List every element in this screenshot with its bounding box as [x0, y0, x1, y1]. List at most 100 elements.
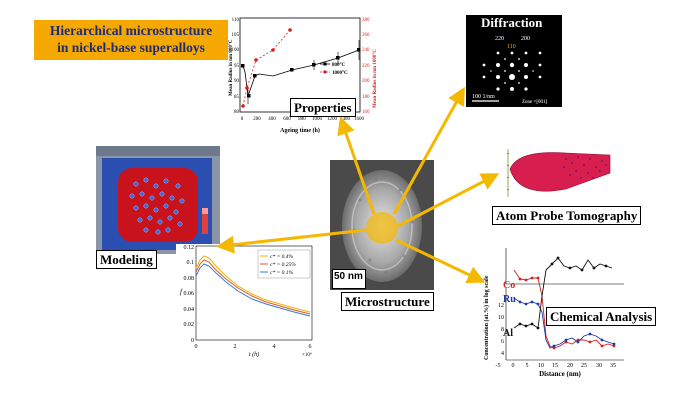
microstructure-scalebar-label: 50 nm: [334, 271, 363, 282]
svg-text:80: 80: [234, 110, 240, 115]
chemical-label: Chemical Analysis: [546, 307, 657, 326]
svg-text:180: 180: [362, 95, 370, 100]
svg-text:100: 100: [232, 48, 240, 53]
chemical-xlabel: Distance (nm): [539, 370, 581, 378]
svg-text:160: 160: [362, 110, 370, 115]
svg-text:1200: 1200: [327, 117, 338, 122]
properties-xlabel: Ageing time (h): [280, 127, 320, 134]
svg-text:0.12: 0.12: [184, 245, 195, 251]
svg-text:240: 240: [362, 48, 370, 53]
chemical-ylabel: Concentration (at.%) in log scale: [483, 275, 490, 360]
properties-y-left-ticks: 80 85 90 95 100 105 110: [232, 18, 240, 115]
title-line-2: in nickel-base superalloys: [57, 40, 205, 55]
svg-text:0: 0: [191, 338, 194, 344]
apt-label: Atom Probe Tomography: [492, 206, 642, 225]
properties-ylabel-left: Mean Radius in nm 800°C: [229, 39, 234, 96]
svg-text:6: 6: [501, 339, 504, 345]
modeling-legend-0.25: c* = 0.25%: [270, 262, 296, 268]
chemical-label-co: Co: [503, 280, 515, 291]
title-banner: [34, 20, 228, 60]
chemical-y-ticks: 12 10 8 6 4: [498, 303, 504, 357]
series-800C-errorbars: [247, 40, 360, 104]
diffraction-index-200: 200: [521, 36, 530, 42]
apt-panel: [506, 145, 612, 203]
properties-x-ticks: 0 200 400 600 800 1000 1200 1400 1600: [241, 117, 365, 122]
diffraction-scalebar-label: 100 1/nm: [472, 94, 495, 100]
microstructure-scalebar: [332, 269, 366, 289]
modeling-y-ticks: 0.12 0.1 0.08 0.06 0.04 0.02 0: [184, 245, 195, 344]
svg-text:0.02: 0.02: [184, 322, 195, 328]
modeling-simulation-image: [96, 146, 220, 250]
modeling-legend-0.4: c* = 0.4%: [270, 253, 294, 260]
svg-text:220: 220: [362, 64, 370, 69]
legend-1000C: 1000°C: [332, 71, 348, 76]
modeling-chart-panel: 0.12 0.1 0.08 0.06 0.04 0.02 0 0 2 4 6 t (h) ×10…: [176, 244, 316, 360]
svg-text:1600: 1600: [354, 117, 365, 122]
diffraction-index-110: 110: [507, 44, 516, 50]
svg-text:105: 105: [232, 33, 240, 38]
svg-text:110: 110: [232, 18, 240, 23]
modeling-legend-0.1: c* = 0.1%: [270, 270, 294, 276]
chemical-x-ticks: -5 0 5 10 15 20 25 30 35: [496, 363, 617, 369]
svg-text:400: 400: [268, 117, 276, 122]
svg-text:15: 15: [552, 363, 558, 369]
svg-text:200: 200: [253, 117, 261, 122]
properties-legend: 800°C 1000°C: [320, 62, 348, 76]
modeling-chart: 0.12 0.1 0.08 0.06 0.04 0.02 0 0 2 4 6 t (h) ×10…: [176, 244, 316, 360]
svg-text:0: 0: [241, 117, 244, 122]
svg-text:0.06: 0.06: [184, 291, 195, 297]
modeling-series-0.4: [195, 255, 311, 313]
svg-text:4: 4: [501, 351, 504, 357]
svg-text:280: 280: [362, 18, 370, 23]
series-1000C-points: [241, 28, 292, 108]
properties-panel: 80 85 90 95 100 105 110 160 180 200 220 240 260 28…: [228, 8, 378, 140]
properties-chart: 80 85 90 95 100 105 110 160 180 200 220 240 260 28…: [228, 8, 378, 140]
modeling-simulation: [96, 146, 220, 254]
modeling-x-exponent: ×10⁴: [302, 352, 312, 358]
legend-800C: 800°C: [332, 63, 345, 68]
svg-text:85: 85: [234, 95, 240, 100]
modeling-x-ticks: 0 2 4 6: [195, 344, 312, 350]
properties-label: Properties: [290, 98, 356, 117]
svg-text:90: 90: [234, 79, 240, 84]
diffraction-label: Diffraction: [481, 15, 543, 30]
svg-text:12: 12: [498, 303, 504, 309]
svg-text:35: 35: [610, 363, 616, 369]
modeling-xlabel: t (h): [249, 351, 259, 358]
title-line-1: Hierarchical microstructure: [49, 23, 213, 38]
modeling-label: Modeling: [96, 250, 157, 269]
series-800C-line: [242, 49, 360, 97]
chemical-label-ru: Ru: [503, 294, 516, 305]
series-1000C-line: [242, 29, 291, 107]
modeling-series-0.25: [195, 259, 311, 315]
svg-text:0.1: 0.1: [187, 260, 195, 266]
svg-text:600: 600: [283, 117, 291, 122]
svg-text:1400: 1400: [340, 117, 351, 122]
diffraction-pattern: 220 200 110 100 1/nm Zone =[001]: [472, 36, 548, 105]
svg-text:800: 800: [298, 117, 306, 122]
svg-text:10: 10: [538, 363, 544, 369]
properties-y-right-ticks: 160 180 200 220 240 260 280: [362, 18, 370, 115]
svg-text:4: 4: [273, 344, 276, 350]
svg-text:-5: -5: [496, 363, 501, 369]
svg-text:1000: 1000: [312, 117, 323, 122]
svg-text:30: 30: [596, 363, 602, 369]
svg-text:25: 25: [581, 363, 587, 369]
svg-text:8: 8: [501, 327, 504, 333]
microstructure-label: Microstructure: [341, 292, 434, 311]
svg-text:0: 0: [512, 363, 515, 369]
diffraction-index-220: 220: [495, 36, 504, 42]
svg-text:95: 95: [234, 64, 240, 69]
diffraction-panel: 220 200 110 100 1/nm Zone =[001]: [466, 15, 562, 107]
diffraction-zone: Zone =[001]: [522, 100, 548, 105]
apt-reconstruction: [507, 149, 611, 197]
svg-text:200: 200: [362, 79, 370, 84]
svg-text:10: 10: [498, 315, 504, 321]
modeling-ylabel: f: [180, 288, 183, 296]
chemical-label-al: Al: [503, 328, 513, 339]
svg-text:5: 5: [526, 363, 529, 369]
svg-text:2: 2: [234, 344, 237, 350]
svg-text:0.04: 0.04: [184, 307, 195, 313]
svg-text:260: 260: [362, 33, 370, 38]
modeling-series-0.1: [195, 263, 311, 317]
